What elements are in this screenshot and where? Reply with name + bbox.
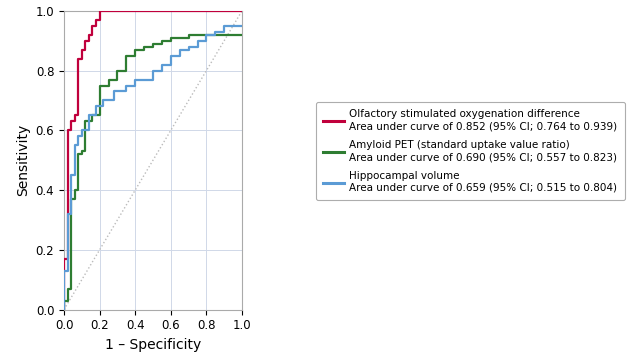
X-axis label: 1 – Specificity: 1 – Specificity [105, 338, 201, 352]
Y-axis label: Sensitivity: Sensitivity [16, 124, 30, 196]
Legend: Olfactory stimulated oxygenation difference
Area under curve of 0.852 (95% CI; 0: Olfactory stimulated oxygenation differe… [316, 102, 625, 200]
